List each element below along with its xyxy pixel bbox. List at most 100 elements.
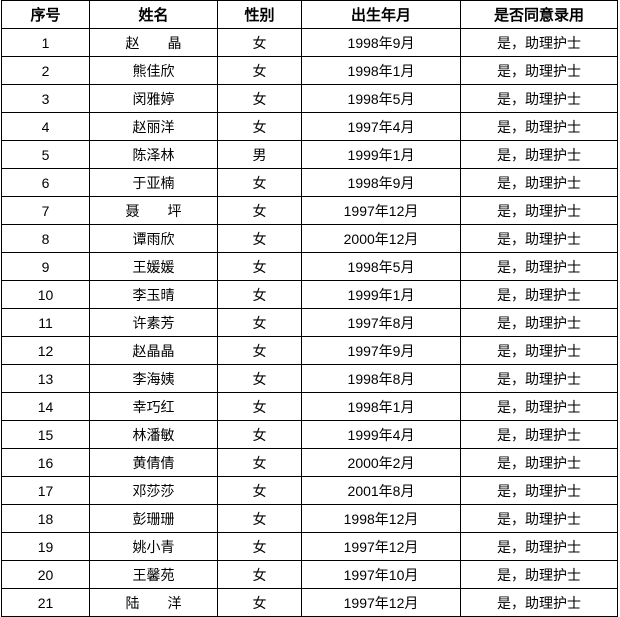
cell-birth: 1998年9月	[301, 28, 461, 57]
cell-birth: 1999年1月	[301, 140, 461, 169]
cell-hired: 是，助理护士	[460, 140, 618, 169]
cell-name: 林潘敏	[89, 420, 218, 449]
table-row: 8 谭雨欣女 2000年12月 是，助理护士	[1, 224, 618, 253]
cell-name: 姚小青	[89, 532, 218, 561]
cell-index: 3	[1, 84, 90, 113]
cell-name: 聂 坪	[89, 196, 218, 225]
cell-name: 赵晶晶	[89, 336, 218, 365]
cell-hired: 是，助理护士	[460, 112, 618, 141]
cell-birth: 1998年1月	[301, 56, 461, 85]
cell-name: 赵 晶	[89, 28, 218, 57]
cell-birth: 1999年4月	[301, 420, 461, 449]
cell-hired: 是，助理护士	[460, 588, 618, 617]
cell-birth: 1999年1月	[301, 280, 461, 309]
cell-gender: 女	[217, 196, 302, 225]
header-index: 序号	[1, 0, 90, 29]
cell-index: 5	[1, 140, 90, 169]
cell-gender: 女	[217, 112, 302, 141]
cell-name: 邓莎莎	[89, 476, 218, 505]
header-birth: 出生年月	[301, 0, 461, 29]
cell-hired: 是，助理护士	[460, 504, 618, 533]
cell-hired: 是，助理护士	[460, 308, 618, 337]
cell-hired: 是，助理护士	[460, 56, 618, 85]
table-row: 9 王媛媛女 1998年5月 是，助理护士	[1, 252, 618, 281]
cell-hired: 是，助理护士	[460, 336, 618, 365]
cell-gender: 女	[217, 588, 302, 617]
cell-hired: 是，助理护士	[460, 224, 618, 253]
table-row: 4 赵丽洋女 1997年4月 是，助理护士	[1, 112, 618, 141]
cell-name: 幸巧红	[89, 392, 218, 421]
cell-name: 李海姨	[89, 364, 218, 393]
table-row: 11 许素芳女 1997年8月 是，助理护士	[1, 308, 618, 337]
cell-index: 21	[1, 588, 90, 617]
table-row: 15 林潘敏女 1999年4月 是，助理护士	[1, 420, 618, 449]
cell-birth: 1997年4月	[301, 112, 461, 141]
table-row: 17 邓莎莎女 2001年8月 是，助理护士	[1, 476, 618, 505]
cell-birth: 1997年12月	[301, 532, 461, 561]
cell-name: 黄倩倩	[89, 448, 218, 477]
cell-name: 陈泽林	[89, 140, 218, 169]
cell-birth: 1997年10月	[301, 560, 461, 589]
cell-index: 9	[1, 252, 90, 281]
cell-hired: 是，助理护士	[460, 252, 618, 281]
cell-birth: 2000年2月	[301, 448, 461, 477]
cell-gender: 女	[217, 504, 302, 533]
cell-gender: 女	[217, 420, 302, 449]
table-row: 19 姚小青女 1997年12月 是，助理护士	[1, 532, 618, 561]
cell-name: 赵丽洋	[89, 112, 218, 141]
cell-birth: 1997年9月	[301, 336, 461, 365]
cell-hired: 是，助理护士	[460, 448, 618, 477]
cell-birth: 1998年12月	[301, 504, 461, 533]
cell-birth: 1998年1月	[301, 392, 461, 421]
cell-gender: 女	[217, 392, 302, 421]
cell-gender: 女	[217, 280, 302, 309]
header-row: 序号 姓名 性别 出生年月 是否同意录用	[1, 0, 618, 29]
cell-birth: 2001年8月	[301, 476, 461, 505]
cell-gender: 女	[217, 28, 302, 57]
cell-birth: 1998年9月	[301, 168, 461, 197]
table-row: 14 幸巧红女 1998年1月 是，助理护士	[1, 392, 618, 421]
cell-name: 谭雨欣	[89, 224, 218, 253]
cell-index: 10	[1, 280, 90, 309]
cell-name: 熊佳欣	[89, 56, 218, 85]
cell-name: 于亚楠	[89, 168, 218, 197]
cell-gender: 女	[217, 308, 302, 337]
cell-gender: 女	[217, 336, 302, 365]
table-row: 12 赵晶晶女 1997年9月 是，助理护士	[1, 336, 618, 365]
cell-index: 7	[1, 196, 90, 225]
cell-hired: 是，助理护士	[460, 420, 618, 449]
cell-birth: 1998年8月	[301, 364, 461, 393]
cell-hired: 是，助理护士	[460, 28, 618, 57]
cell-index: 12	[1, 336, 90, 365]
cell-hired: 是，助理护士	[460, 532, 618, 561]
cell-index: 19	[1, 532, 90, 561]
cell-name: 李玉晴	[89, 280, 218, 309]
cell-birth: 1998年5月	[301, 252, 461, 281]
cell-gender: 女	[217, 448, 302, 477]
table-row: 6 于亚楠女 1998年9月 是，助理护士	[1, 168, 618, 197]
cell-gender: 女	[217, 364, 302, 393]
cell-index: 17	[1, 476, 90, 505]
cell-name: 闵雅婷	[89, 84, 218, 113]
cell-hired: 是，助理护士	[460, 364, 618, 393]
cell-index: 1	[1, 28, 90, 57]
cell-hired: 是，助理护士	[460, 476, 618, 505]
cell-birth: 1997年12月	[301, 196, 461, 225]
cell-index: 14	[1, 392, 90, 421]
cell-index: 4	[1, 112, 90, 141]
cell-hired: 是，助理护士	[460, 196, 618, 225]
table-row: 13 李海姨女 1998年8月 是，助理护士	[1, 364, 618, 393]
cell-gender: 女	[217, 56, 302, 85]
cell-index: 15	[1, 420, 90, 449]
cell-gender: 女	[217, 560, 302, 589]
table-row: 20 王馨苑女 1997年10月 是，助理护士	[1, 560, 618, 589]
cell-birth: 1998年5月	[301, 84, 461, 113]
cell-gender: 女	[217, 476, 302, 505]
cell-name: 彭珊珊	[89, 504, 218, 533]
cell-hired: 是，助理护士	[460, 84, 618, 113]
cell-index: 6	[1, 168, 90, 197]
